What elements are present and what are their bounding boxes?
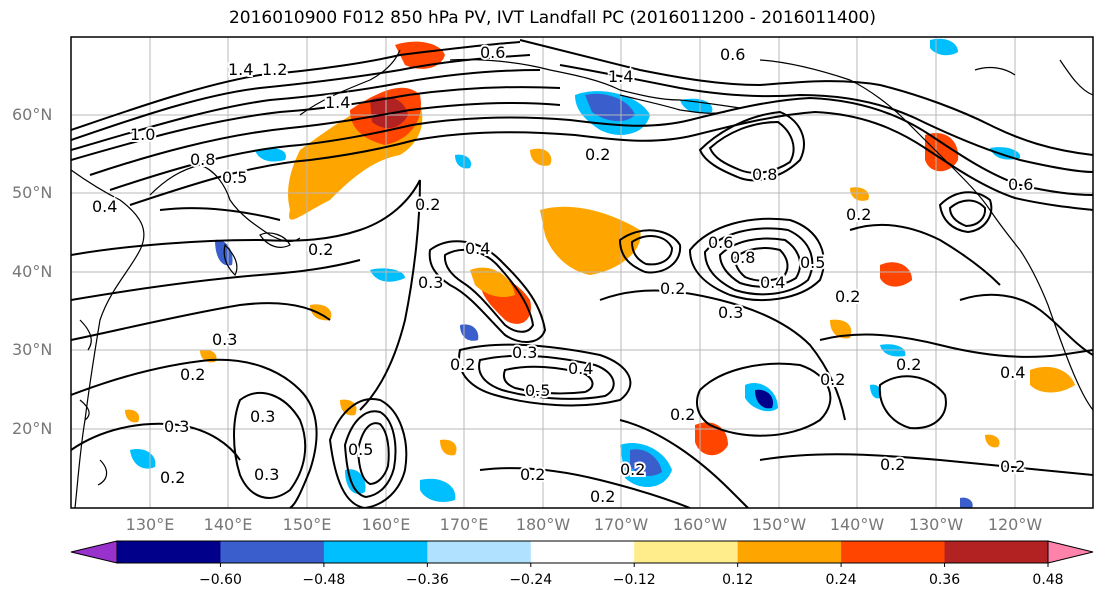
contour-label: 0.3 (512, 343, 537, 362)
colorbar-swatch (323, 541, 428, 563)
colorbar-swatch (737, 541, 842, 563)
contour-label: 0.2 (820, 370, 845, 389)
lon-label: 180°W (516, 515, 571, 534)
contour-label: 0.3 (254, 465, 279, 484)
colorbar: −0.60 −0.48 −0.36 −0.24 −0.12 0.12 0.24 0.36 0.4… (70, 540, 1094, 588)
colorbar-tick-label: −0.48 (302, 572, 345, 588)
map-title: 2016010900 F012 850 hPa PV, IVT Landfall… (228, 8, 876, 28)
longitude-labels: 130°E 140°E 150°E 160°E 170°E 180°W 170°… (126, 515, 1043, 534)
lat-label: 20°N (12, 419, 52, 438)
colorbar-swatch (841, 541, 946, 563)
contour-label: 0.5 (800, 253, 825, 272)
contour-label: 0.2 (585, 145, 610, 164)
contour-label: 0.2 (880, 455, 905, 474)
lon-label: 160°E (362, 515, 411, 534)
contour-label: 0.4 (92, 197, 117, 216)
lat-label: 40°N (12, 262, 52, 281)
lon-label: 170°W (594, 515, 649, 534)
contour-label: 0.2 (308, 240, 333, 259)
contour-label: 0.2 (180, 365, 205, 384)
map-frame (70, 36, 1094, 509)
lon-label: 120°W (988, 515, 1043, 534)
lon-label: 130°E (126, 515, 175, 534)
lon-label: 160°W (673, 515, 728, 534)
contour-labels: 0.6 0.6 1.4 1.2 1.4 1.0 0.8 0.5 0.4 0.2 … (90, 41, 1035, 508)
contour-label: 0.6 (480, 43, 505, 62)
contour-label: 0.4 (465, 239, 490, 258)
contour-label: 1.4 (228, 60, 253, 79)
contour-label: 0.4 (1000, 363, 1025, 382)
lat-label: 60°N (12, 105, 52, 124)
contour-label: 0.3 (250, 407, 275, 426)
contour-label: 0.2 (590, 487, 615, 506)
contour-label: 0.8 (190, 150, 215, 169)
colorbar-swatch (117, 541, 221, 563)
contour-label: 0.8 (752, 165, 777, 184)
colorbar-tick-label: −0.60 (199, 572, 242, 588)
colorbar-swatch (220, 541, 325, 563)
contour-label: 0.3 (418, 273, 443, 292)
contours (71, 39, 1093, 508)
contour-label: 1.2 (262, 60, 287, 79)
lat-label: 30°N (12, 340, 52, 359)
colorbar-swatch (530, 541, 635, 563)
lon-label: 150°E (283, 515, 332, 534)
pv-shading (125, 38, 1075, 508)
colorbar-tick-label: −0.36 (406, 572, 449, 588)
graticule (71, 37, 1093, 508)
contour-label: 0.8 (730, 248, 755, 267)
contour-label: 0.3 (718, 303, 743, 322)
contour-label: 0.5 (525, 381, 550, 400)
contour-label: 0.2 (896, 355, 921, 374)
contour-label: 0.2 (620, 460, 645, 479)
colorbar-tick-label: 0.36 (929, 572, 960, 588)
colorbar-extend-low (70, 540, 118, 564)
contour-label: 0.6 (720, 45, 745, 64)
contour-label: 1.0 (130, 125, 155, 144)
lon-label: 140°E (204, 515, 253, 534)
lon-label: 170°E (440, 515, 489, 534)
colorbar-tick-label: −0.24 (509, 572, 552, 588)
colorbar-swatch (427, 541, 532, 563)
lat-label: 50°N (12, 183, 52, 202)
latitude-labels: 60°N 50°N 40°N 30°N 20°N (12, 105, 52, 438)
contour-label: 0.2 (1000, 457, 1025, 476)
colorbar-frame (116, 540, 1049, 564)
contour-label: 0.6 (1008, 175, 1033, 194)
lon-label: 140°W (830, 515, 885, 534)
contour-label: 0.2 (660, 279, 685, 298)
colorbar-tick-label: 0.24 (826, 572, 857, 588)
contour-label: 1.4 (325, 93, 350, 112)
lon-label: 150°W (752, 515, 807, 534)
contour-label: 0.3 (164, 417, 189, 436)
contour-label: 0.4 (568, 359, 593, 378)
contour-label: 0.2 (160, 468, 185, 487)
contour-label: 0.4 (760, 273, 785, 292)
contour-label: 0.2 (846, 205, 871, 224)
colorbar-extend-high (1047, 540, 1094, 564)
colorbar-swatch (634, 541, 739, 563)
contour-label: 0.2 (835, 287, 860, 306)
contour-label: 0.6 (708, 233, 733, 252)
colorbar-tick-label: −0.12 (613, 572, 656, 588)
coastlines (71, 49, 1093, 508)
contour-label: 0.3 (212, 330, 237, 349)
contour-label: 0.2 (520, 465, 545, 484)
contour-label: 0.2 (450, 355, 475, 374)
contour-label: 0.2 (415, 195, 440, 214)
colorbar-tick-label: 0.12 (722, 572, 753, 588)
colorbar-swatch (944, 541, 1049, 563)
contour-label: 0.5 (348, 440, 373, 459)
lon-label: 130°W (909, 515, 964, 534)
contour-label: 0.2 (670, 405, 695, 424)
colorbar-tick-label: 0.48 (1032, 572, 1063, 588)
contour-label: 0.5 (222, 168, 247, 187)
contour-label: 1.4 (608, 67, 633, 86)
